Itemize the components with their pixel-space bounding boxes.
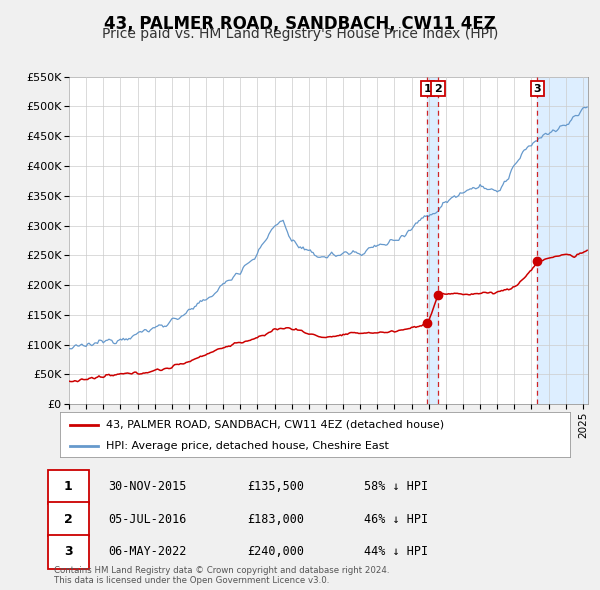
Text: £183,000: £183,000 — [248, 513, 305, 526]
Text: Contains HM Land Registry data © Crown copyright and database right 2024.: Contains HM Land Registry data © Crown c… — [54, 566, 389, 575]
Text: This data is licensed under the Open Government Licence v3.0.: This data is licensed under the Open Gov… — [54, 576, 329, 585]
Text: 1: 1 — [64, 480, 73, 493]
Text: £240,000: £240,000 — [248, 545, 305, 558]
Text: 3: 3 — [533, 84, 541, 94]
Text: 43, PALMER ROAD, SANDBACH, CW11 4EZ: 43, PALMER ROAD, SANDBACH, CW11 4EZ — [104, 15, 496, 33]
Text: 46% ↓ HPI: 46% ↓ HPI — [364, 513, 428, 526]
Bar — [538, 77, 588, 404]
Text: 30-NOV-2015: 30-NOV-2015 — [108, 480, 186, 493]
Text: 2: 2 — [64, 513, 73, 526]
Text: 06-MAY-2022: 06-MAY-2022 — [108, 545, 186, 558]
Text: 3: 3 — [64, 545, 73, 558]
Text: 43, PALMER ROAD, SANDBACH, CW11 4EZ (detached house): 43, PALMER ROAD, SANDBACH, CW11 4EZ (det… — [106, 420, 444, 430]
Text: 1: 1 — [424, 84, 431, 94]
Text: 05-JUL-2016: 05-JUL-2016 — [108, 513, 186, 526]
Text: HPI: Average price, detached house, Cheshire East: HPI: Average price, detached house, Ches… — [106, 441, 389, 451]
Text: 44% ↓ HPI: 44% ↓ HPI — [364, 545, 428, 558]
Text: 58% ↓ HPI: 58% ↓ HPI — [364, 480, 428, 493]
Text: 2: 2 — [434, 84, 442, 94]
Bar — [427, 77, 438, 404]
Text: £135,500: £135,500 — [248, 480, 305, 493]
Text: Price paid vs. HM Land Registry's House Price Index (HPI): Price paid vs. HM Land Registry's House … — [102, 27, 498, 41]
